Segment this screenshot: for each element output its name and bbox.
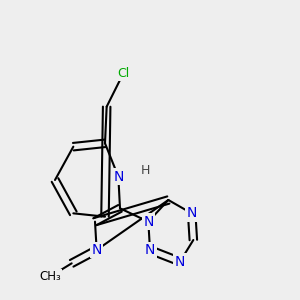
- Text: N: N: [113, 170, 124, 184]
- Text: Cl: Cl: [117, 67, 130, 80]
- Text: N: N: [145, 243, 155, 257]
- Text: N: N: [187, 206, 197, 220]
- Text: N: N: [92, 243, 102, 257]
- Text: H: H: [140, 164, 150, 176]
- Text: N: N: [143, 215, 154, 229]
- Text: CH₃: CH₃: [39, 270, 61, 283]
- Text: N: N: [175, 255, 185, 269]
